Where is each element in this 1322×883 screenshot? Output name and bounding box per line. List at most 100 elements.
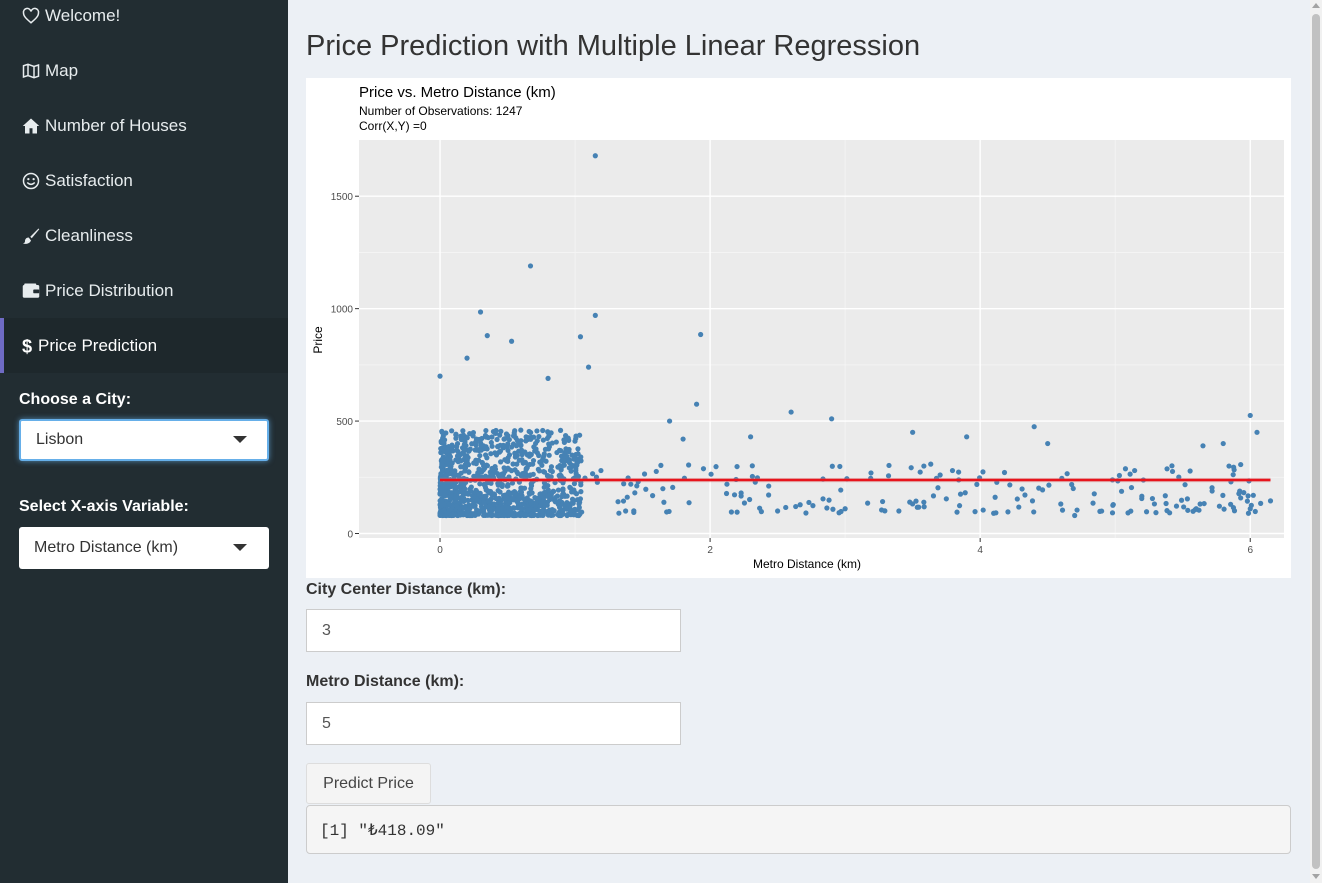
data-point bbox=[928, 461, 934, 467]
data-point bbox=[440, 484, 446, 490]
data-point bbox=[441, 507, 447, 514]
sidebar-item-welcome[interactable]: Welcome! bbox=[0, 0, 288, 43]
data-point bbox=[1109, 510, 1116, 516]
data-point bbox=[1193, 506, 1199, 512]
data-point bbox=[478, 474, 484, 480]
data-point bbox=[788, 409, 794, 415]
data-point bbox=[516, 448, 522, 454]
scroll-down-icon[interactable] bbox=[1312, 874, 1320, 879]
data-point bbox=[921, 504, 927, 510]
scrollbar[interactable] bbox=[1310, 0, 1322, 883]
data-point bbox=[980, 507, 986, 513]
sidebar-item-price-prediction[interactable]: $ Price Prediction bbox=[0, 318, 288, 373]
data-point bbox=[590, 471, 596, 477]
data-point bbox=[518, 505, 524, 512]
data-point bbox=[529, 490, 535, 496]
data-point bbox=[553, 439, 559, 445]
data-point bbox=[885, 473, 892, 479]
data-point bbox=[1031, 509, 1037, 515]
data-point bbox=[528, 436, 534, 442]
data-point bbox=[806, 499, 812, 506]
sidebar-item-price-distribution[interactable]: Price Distribution bbox=[0, 263, 288, 318]
data-point bbox=[1059, 507, 1066, 513]
data-point bbox=[450, 511, 456, 518]
data-point bbox=[510, 461, 516, 467]
data-point bbox=[540, 456, 546, 462]
data-point bbox=[572, 438, 578, 444]
xvar-select[interactable]: Metro Distance (km) bbox=[19, 527, 269, 569]
data-point bbox=[467, 431, 473, 437]
data-point bbox=[560, 491, 566, 497]
data-point bbox=[1230, 472, 1236, 478]
metro-distance-input[interactable]: 5 bbox=[306, 702, 681, 745]
data-point bbox=[1176, 474, 1182, 480]
data-point bbox=[560, 456, 566, 462]
data-point bbox=[1122, 466, 1129, 472]
data-point bbox=[473, 487, 479, 493]
data-point bbox=[621, 481, 627, 487]
data-point bbox=[498, 459, 504, 465]
data-point bbox=[749, 463, 755, 469]
data-point bbox=[545, 473, 551, 479]
data-point bbox=[680, 436, 686, 442]
data-point bbox=[485, 434, 491, 441]
data-point bbox=[560, 511, 566, 517]
data-point bbox=[534, 428, 540, 434]
data-point bbox=[1245, 493, 1251, 499]
data-point bbox=[1031, 424, 1037, 430]
data-point bbox=[511, 497, 518, 503]
data-point bbox=[1039, 487, 1046, 493]
data-point bbox=[492, 450, 498, 456]
data-point bbox=[686, 500, 692, 506]
data-point bbox=[441, 501, 447, 508]
sidebar-item-number-of-houses[interactable]: Number of Houses bbox=[0, 98, 288, 153]
scatter-plot: Price vs. Metro Distance (km) Number of … bbox=[306, 78, 1291, 578]
data-point bbox=[525, 507, 531, 513]
predict-price-button[interactable]: Predict Price bbox=[306, 763, 431, 804]
y-axis-label: Price bbox=[311, 326, 325, 354]
data-point bbox=[916, 504, 922, 510]
data-point bbox=[575, 451, 581, 457]
data-point bbox=[535, 512, 541, 519]
data-point bbox=[1164, 508, 1170, 514]
city-select[interactable]: Lisbon bbox=[19, 419, 269, 461]
data-point bbox=[505, 483, 511, 489]
data-point bbox=[437, 512, 443, 518]
data-point bbox=[522, 449, 528, 455]
sidebar-item-cleanliness[interactable]: Cleanliness bbox=[0, 208, 288, 263]
data-point bbox=[1058, 501, 1064, 507]
city-center-distance-input[interactable]: 3 bbox=[306, 609, 681, 652]
data-point bbox=[549, 440, 555, 446]
metro-distance-value: 5 bbox=[322, 714, 331, 732]
data-point bbox=[508, 338, 515, 344]
data-point bbox=[514, 461, 520, 467]
data-point bbox=[460, 428, 466, 434]
map-icon bbox=[22, 62, 40, 80]
data-point bbox=[568, 468, 574, 474]
data-point bbox=[567, 507, 573, 513]
data-point bbox=[507, 499, 513, 506]
data-point bbox=[723, 490, 730, 497]
scroll-thumb[interactable] bbox=[1312, 14, 1320, 869]
data-point bbox=[949, 467, 956, 474]
data-point bbox=[837, 463, 843, 470]
data-point bbox=[539, 462, 545, 468]
data-point bbox=[1064, 471, 1070, 477]
data-point bbox=[531, 507, 537, 514]
data-point bbox=[478, 443, 484, 449]
scroll-up-icon[interactable] bbox=[1312, 3, 1320, 8]
data-point bbox=[634, 483, 640, 489]
data-point bbox=[497, 489, 503, 495]
data-point bbox=[930, 493, 937, 499]
y-tick-label: 0 bbox=[347, 530, 353, 541]
data-point bbox=[838, 487, 844, 493]
data-point bbox=[1200, 443, 1206, 449]
sidebar-item-label: Welcome! bbox=[45, 5, 121, 25]
data-point bbox=[734, 509, 740, 515]
sidebar-item-satisfaction[interactable]: Satisfaction bbox=[0, 153, 288, 208]
data-point bbox=[444, 467, 450, 473]
sidebar-item-map[interactable]: Map bbox=[0, 43, 288, 98]
data-point bbox=[568, 464, 574, 470]
y-tick-label: 1500 bbox=[331, 192, 354, 203]
data-point bbox=[483, 444, 489, 450]
